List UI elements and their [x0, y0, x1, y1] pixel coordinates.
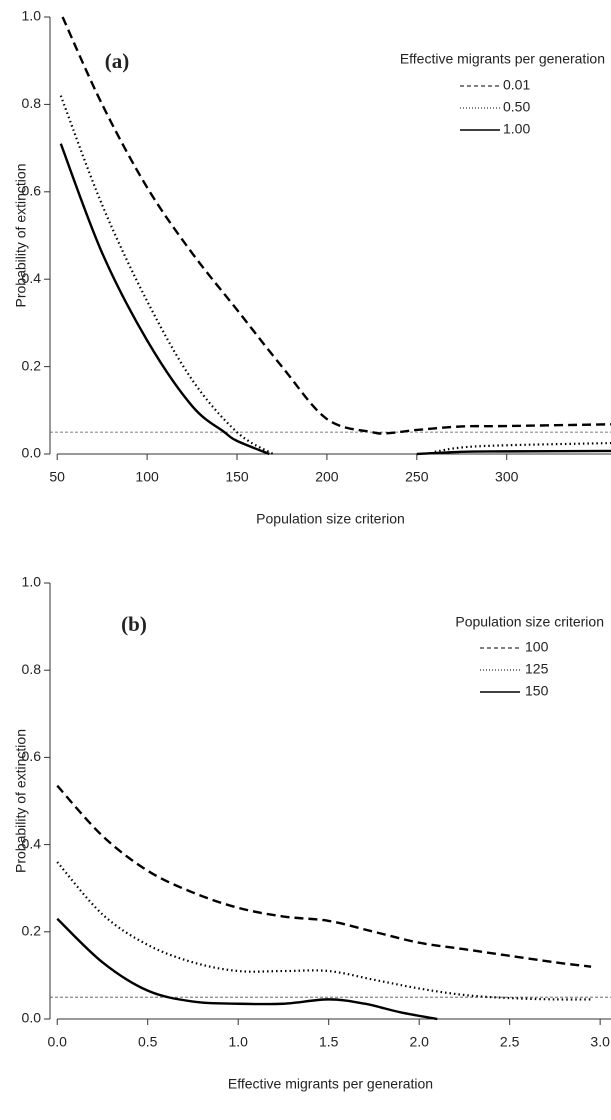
panel-label: (b) [121, 612, 147, 636]
x-tick-label: 100 [135, 469, 159, 485]
panel-label: (a) [105, 49, 130, 73]
y-tick-label: 0.4 [22, 270, 42, 286]
y-tick-label: 0.2 [22, 923, 42, 939]
legend-label: 150 [525, 683, 549, 699]
x-tick-label: 1.0 [228, 1034, 248, 1050]
y-tick-label: 0.6 [22, 183, 42, 199]
y-tick-label: 0.0 [22, 1010, 42, 1026]
y-axis-label: Probability of extinction [13, 729, 29, 873]
y-tick-label: 0.8 [22, 95, 42, 111]
y-tick-label: 0.4 [22, 835, 42, 851]
y-tick-label: 1.0 [22, 8, 42, 24]
y-tick-label: 0.8 [22, 661, 42, 677]
data-line [56, 917, 438, 1021]
x-tick-label: 300 [495, 469, 519, 485]
y-tick-label: 0.6 [22, 748, 42, 764]
x-tick-label: 0.0 [48, 1034, 68, 1050]
legend-label: 125 [525, 661, 549, 677]
data-line [56, 861, 592, 1001]
x-tick-label: 2.0 [409, 1034, 429, 1050]
y-tick-label: 0.2 [22, 357, 42, 373]
data-line [59, 95, 611, 455]
x-tick-label: 250 [405, 469, 429, 485]
legend-title: Effective migrants per generation [400, 51, 605, 67]
data-line [61, 16, 611, 435]
y-tick-label: 0.0 [22, 445, 42, 461]
legend-label: 1.00 [503, 121, 530, 137]
x-tick-label: 3.0 [590, 1034, 610, 1050]
legend-label: 100 [525, 639, 549, 655]
x-tick-label: 0.5 [138, 1034, 158, 1050]
y-tick-label: 1.0 [22, 574, 42, 590]
x-tick-label: 150 [225, 469, 249, 485]
legend-label: 0.50 [503, 99, 530, 115]
legend-title: Population size criterion [455, 614, 604, 630]
data-line [56, 784, 592, 968]
x-tick-label: 50 [49, 469, 65, 485]
x-axis-label: Effective migrants per generation [228, 1076, 433, 1092]
data-line [59, 143, 611, 456]
x-tick-label: 2.5 [500, 1034, 520, 1050]
y-axis-label: Probability of extinction [13, 164, 29, 308]
legend-label: 0.01 [503, 77, 530, 93]
x-tick-label: 1.5 [319, 1034, 339, 1050]
x-axis-label: Population size criterion [256, 511, 405, 527]
x-tick-label: 200 [315, 469, 339, 485]
